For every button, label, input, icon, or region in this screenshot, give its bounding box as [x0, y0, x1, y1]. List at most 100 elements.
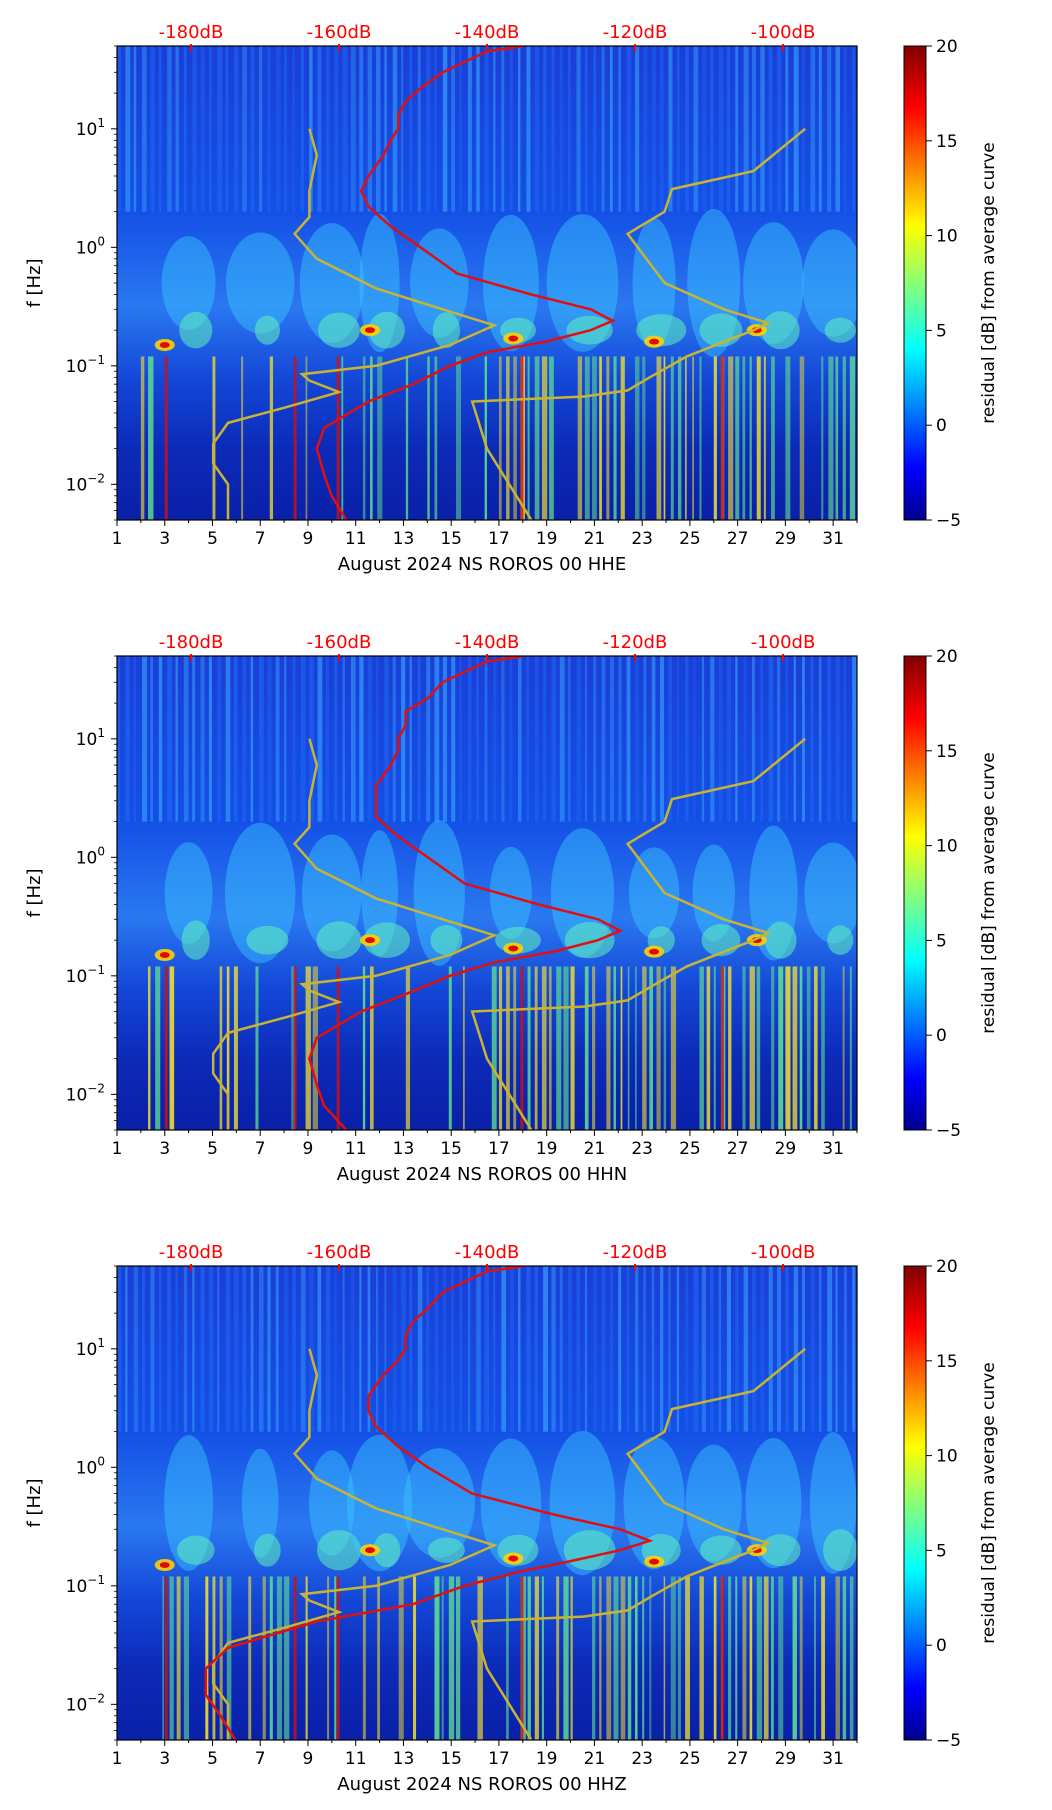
- lf-streak: [642, 966, 647, 1130]
- microseism-core: [760, 1534, 801, 1567]
- hf-streak: [559, 656, 565, 822]
- y-axis-label: f [Hz]: [24, 258, 45, 307]
- lf-streak: [606, 966, 611, 1130]
- y-tick-exponent: 0: [97, 234, 105, 248]
- colorbar: 20 15 10 5 0 −5 residual [dB] from average cur…: [903, 647, 999, 1141]
- hf-streak: [835, 1266, 838, 1432]
- lf-streak: [642, 1576, 645, 1740]
- hotspot-core: [649, 948, 660, 955]
- lf-streak: [613, 356, 617, 520]
- spectrogram-image: [117, 1266, 857, 1740]
- hf-streak: [233, 656, 238, 822]
- lf-streak: [556, 966, 562, 1130]
- colorbar-tick-label: 5: [936, 931, 947, 951]
- lf-streak: [842, 356, 846, 520]
- hf-streak: [685, 1266, 689, 1432]
- hf-streak: [484, 656, 488, 822]
- colorbar-tick-label: −5: [936, 1731, 961, 1751]
- lf-streak: [756, 1576, 763, 1740]
- lf-streak: [771, 966, 775, 1130]
- hf-streak: [359, 656, 364, 822]
- hf-streak: [852, 46, 855, 212]
- hotspot-core: [365, 327, 376, 334]
- lf-streak: [656, 356, 662, 520]
- hf-streak: [501, 656, 505, 822]
- lf-streak: [541, 966, 547, 1130]
- hf-streak: [342, 46, 348, 212]
- lf-streak: [677, 356, 682, 520]
- lf-streak: [620, 356, 625, 520]
- x-tick-label: 5: [207, 1139, 218, 1159]
- hf-streak: [384, 1266, 387, 1432]
- lf-streak: [627, 966, 630, 1130]
- hf-streak: [551, 46, 555, 212]
- x-tick-label: 19: [536, 1749, 558, 1769]
- hf-streak: [426, 46, 431, 212]
- lf-streak: [513, 966, 517, 1130]
- hf-streak: [217, 656, 222, 822]
- hf-streak: [434, 46, 437, 212]
- lf-streak: [742, 966, 746, 1130]
- hotspot-core: [649, 1558, 660, 1565]
- colorbar-gradient: [903, 655, 927, 1131]
- lf-streak: [735, 356, 740, 520]
- db-axis-label: -100dB: [751, 1242, 816, 1263]
- colorbar-tick-label: 15: [936, 742, 958, 762]
- hf-streak: [777, 1266, 782, 1432]
- lf-streak: [205, 1576, 209, 1740]
- y-axis-label: f [Hz]: [24, 1478, 45, 1527]
- x-tick-label: 29: [775, 529, 797, 549]
- lf-streak: [842, 1576, 847, 1740]
- x-tick-label: 13: [393, 1139, 415, 1159]
- hf-streak: [125, 1266, 128, 1432]
- lf-streak: [570, 966, 575, 1130]
- y-tick-exponent: −1: [87, 353, 105, 367]
- hf-streak: [350, 46, 356, 212]
- y-tick-exponent: −1: [87, 1573, 105, 1587]
- hf-streak: [593, 1266, 598, 1432]
- hf-streak: [827, 656, 832, 822]
- hf-streak: [417, 656, 421, 822]
- lf-streak: [305, 966, 311, 1130]
- hf-streak: [693, 656, 696, 822]
- db-axis-label: -140dB: [455, 1242, 520, 1263]
- hf-streak: [843, 656, 846, 822]
- hf-streak: [300, 46, 305, 212]
- microseism-core: [363, 922, 411, 958]
- x-tick-label: 19: [536, 529, 558, 549]
- lf-streak: [169, 1576, 174, 1740]
- lf-streak: [785, 966, 791, 1130]
- lf-streak: [699, 1576, 704, 1740]
- hf-streak: [367, 46, 373, 212]
- hf-streak: [843, 1266, 847, 1432]
- hf-streak: [300, 1266, 306, 1432]
- microseism-core: [316, 921, 362, 960]
- hf-streak: [158, 46, 162, 212]
- hf-streak: [242, 1266, 247, 1432]
- hf-streak: [735, 46, 739, 212]
- hf-streak: [275, 46, 281, 212]
- hf-streak: [509, 656, 513, 822]
- hf-streak: [609, 656, 615, 822]
- y-tick-exponent: −2: [87, 471, 105, 485]
- lf-streak: [799, 966, 803, 1130]
- hf-streak: [701, 656, 705, 822]
- noise-model-high-curve: [470, 127, 806, 520]
- lf-streak: [377, 356, 383, 520]
- microseism-core: [823, 1529, 857, 1572]
- x-tick-label: 15: [440, 1139, 462, 1159]
- lf-streak: [441, 1576, 444, 1740]
- colorbar-label: residual [dB] from average curve: [979, 1362, 999, 1643]
- x-tick-label: 3: [159, 529, 170, 549]
- lf-streak: [455, 1576, 461, 1740]
- lf-streak: [620, 1576, 626, 1740]
- lf-streak: [742, 356, 746, 520]
- hf-streak: [392, 1266, 397, 1432]
- hf-streak: [635, 46, 640, 212]
- y-tick-label: 101: [76, 1336, 105, 1360]
- hf-streak: [125, 656, 130, 822]
- microseism-blob: [299, 223, 364, 343]
- hf-streak: [701, 1266, 706, 1432]
- event-line: [293, 966, 297, 1130]
